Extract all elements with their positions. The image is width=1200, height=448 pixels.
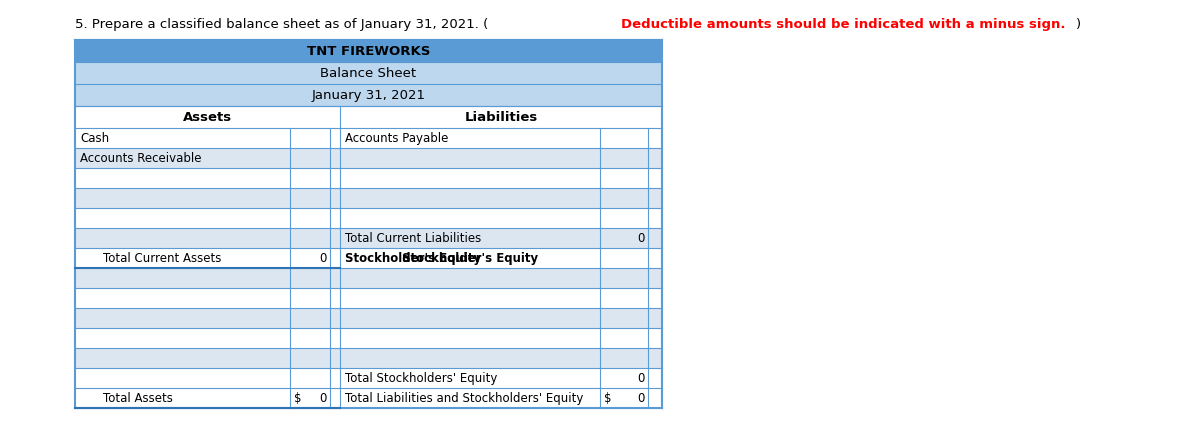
Text: Cash: Cash <box>80 132 109 145</box>
Text: 5. Prepare a classified balance sheet as of January 31, 2021. (: 5. Prepare a classified balance sheet as… <box>74 18 488 31</box>
Text: 0: 0 <box>637 232 646 245</box>
Text: Stockholder's Equity: Stockholder's Equity <box>402 251 538 264</box>
Bar <box>74 168 662 188</box>
Bar <box>74 148 662 168</box>
Text: Stockholder's Equity: Stockholder's Equity <box>346 251 481 264</box>
Text: $: $ <box>294 392 301 405</box>
Bar <box>74 328 662 348</box>
Text: Total Liabilities and Stockholders' Equity: Total Liabilities and Stockholders' Equi… <box>346 392 583 405</box>
Bar <box>74 388 662 408</box>
Text: Deductible amounts should be indicated with a minus sign.: Deductible amounts should be indicated w… <box>622 18 1066 31</box>
Bar <box>74 62 662 84</box>
Text: 0: 0 <box>319 251 326 264</box>
Text: Total Stockholders' Equity: Total Stockholders' Equity <box>346 371 497 384</box>
Text: 0: 0 <box>319 392 326 405</box>
Text: $: $ <box>604 392 612 405</box>
Text: Accounts Payable: Accounts Payable <box>346 132 449 145</box>
Text: Balance Sheet: Balance Sheet <box>320 66 416 79</box>
Text: Total Assets: Total Assets <box>103 392 173 405</box>
Text: 0: 0 <box>637 371 646 384</box>
Text: January 31, 2021: January 31, 2021 <box>312 89 426 102</box>
Text: Total Current Liabilities: Total Current Liabilities <box>346 232 481 245</box>
Text: 0: 0 <box>637 392 646 405</box>
Bar <box>74 106 662 128</box>
Bar <box>74 40 662 62</box>
Text: Liabilities: Liabilities <box>464 111 538 124</box>
Bar <box>74 228 662 248</box>
Bar <box>74 128 662 148</box>
Text: Assets: Assets <box>182 111 232 124</box>
Bar <box>74 308 662 328</box>
Text: Total Current Assets: Total Current Assets <box>103 251 221 264</box>
Text: TNT FIREWORKS: TNT FIREWORKS <box>307 44 430 57</box>
Bar <box>74 188 662 208</box>
Bar <box>74 348 662 368</box>
Bar <box>74 84 662 106</box>
Text: Accounts Receivable: Accounts Receivable <box>80 151 202 164</box>
Bar <box>74 288 662 308</box>
Text: ): ) <box>1076 18 1081 31</box>
Bar <box>74 208 662 228</box>
Bar <box>74 368 662 388</box>
Bar <box>74 248 662 268</box>
Bar <box>74 268 662 288</box>
